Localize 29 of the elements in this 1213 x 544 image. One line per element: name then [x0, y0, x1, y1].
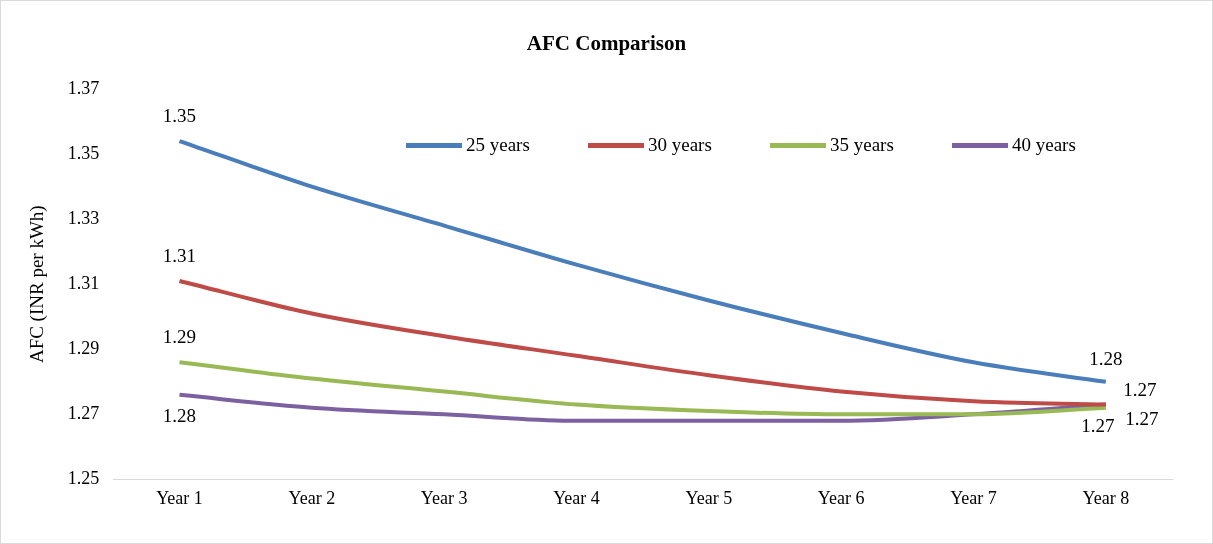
- data-label: 1.27: [1125, 407, 1159, 429]
- data-label: 1.28: [1089, 347, 1123, 369]
- x-tick-label: Year 5: [685, 487, 733, 508]
- legend-label: 35 years: [830, 134, 894, 156]
- y-tick-label: 1.35: [67, 142, 100, 163]
- x-tick-label: Year 8: [1082, 487, 1130, 508]
- legend-label: 40 years: [1012, 134, 1076, 156]
- y-tick-label: 1.27: [67, 403, 100, 424]
- data-label: 1.27: [1081, 414, 1115, 436]
- y-tick-label: 1.37: [67, 77, 100, 98]
- x-tick-label: Year 7: [950, 487, 997, 508]
- x-tick-label: Year 4: [553, 487, 600, 508]
- x-tick-label: Year 3: [420, 487, 468, 508]
- legend-label: 25 years: [466, 134, 530, 156]
- y-tick-label: 1.29: [67, 338, 100, 358]
- data-label: 1.29: [162, 326, 197, 348]
- data-label: 1.35: [162, 105, 197, 127]
- y-tick-label: 1.31: [67, 272, 100, 293]
- x-tick-label: Year 2: [288, 487, 336, 508]
- x-tick-label: Year 1: [156, 487, 203, 508]
- y-tick-label: 1.33: [67, 207, 100, 228]
- legend-label: 30 years: [648, 134, 712, 156]
- y-tick-label: 1.25: [67, 468, 100, 489]
- y-axis-title: AFC (INR per kWh): [26, 205, 49, 364]
- x-tick-label: Year 6: [817, 487, 865, 508]
- data-label: 1.28: [162, 404, 197, 426]
- chart-title: AFC Comparison: [525, 31, 688, 56]
- data-label: 1.31: [162, 244, 197, 266]
- data-label: 1.27: [1123, 378, 1157, 400]
